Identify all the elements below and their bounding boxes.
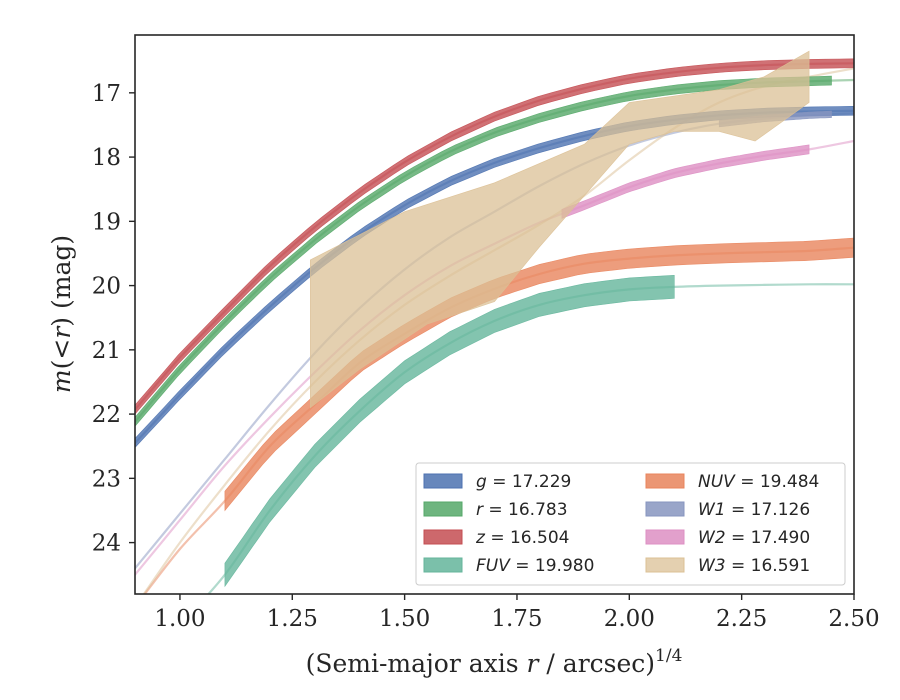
x-tick-label: 2.25 [716,606,767,632]
legend-swatch-w2 [645,529,685,545]
band-r [135,75,832,427]
y-tick-label: 20 [92,274,121,300]
legend-label-g: g = 17.229 [476,472,571,492]
legend-label-w2: W2 = 17.490 [698,528,810,548]
legend-frame [415,462,846,586]
band-layer [135,50,854,588]
x-tick-label: 1.00 [154,606,205,632]
legend-swatch-nuv [645,473,685,489]
x-tick-label: 1.50 [379,606,430,632]
legend-swatch-z [423,529,463,545]
x-tick-label: 2.50 [828,606,879,632]
tick-layer: 1.00 1.25 1.50 1.75 2.00 2.25 2.50 17 18 19 20 21 22… [92,81,880,632]
plot-frame [134,34,855,595]
band-w3 [309,50,810,409]
legend-items: g = 17.229 r = 16.783 z = 16.504 FUV = 19.9… [423,472,819,576]
x-tick-label: 1.25 [267,606,318,632]
y-tick-label: 22 [92,402,121,428]
band-w2 [561,144,810,219]
y-tick-label: 24 [92,531,121,557]
y-tick-label: 18 [92,145,121,171]
legend-label-r: r = 16.783 [476,500,568,520]
legend-swatch-w1 [645,501,685,517]
x-tick-label: 1.75 [491,606,542,632]
legend-swatch-w3 [645,557,685,573]
y-tick-label: 19 [92,209,121,235]
legend-swatch-fuv [423,557,463,573]
legend-label-w3: W3 = 16.591 [698,556,810,576]
legend-label-w1: W1 = 17.126 [698,500,810,520]
y-axis-label: m(<r) (mag) [47,235,76,393]
y-tick-label: 21 [92,338,121,364]
legend-label-z: z = 16.504 [475,528,569,548]
y-tick-label: 23 [92,466,121,492]
x-axis-label: (Semi-major axis r / arcsec)1/4 [306,646,683,678]
x-tick-label: 2.00 [604,606,655,632]
y-tick-label: 17 [92,81,121,107]
legend-label-nuv: NUV = 19.484 [698,472,819,492]
legend: g = 17.229 r = 16.783 z = 16.504 FUV = 19.9… [415,462,846,586]
legend-swatch-g [423,473,463,489]
legend-label-fuv: FUV = 19.980 [476,556,594,576]
legend-swatch-r [423,501,463,517]
band-fuv [224,274,675,588]
band-z [135,58,854,415]
